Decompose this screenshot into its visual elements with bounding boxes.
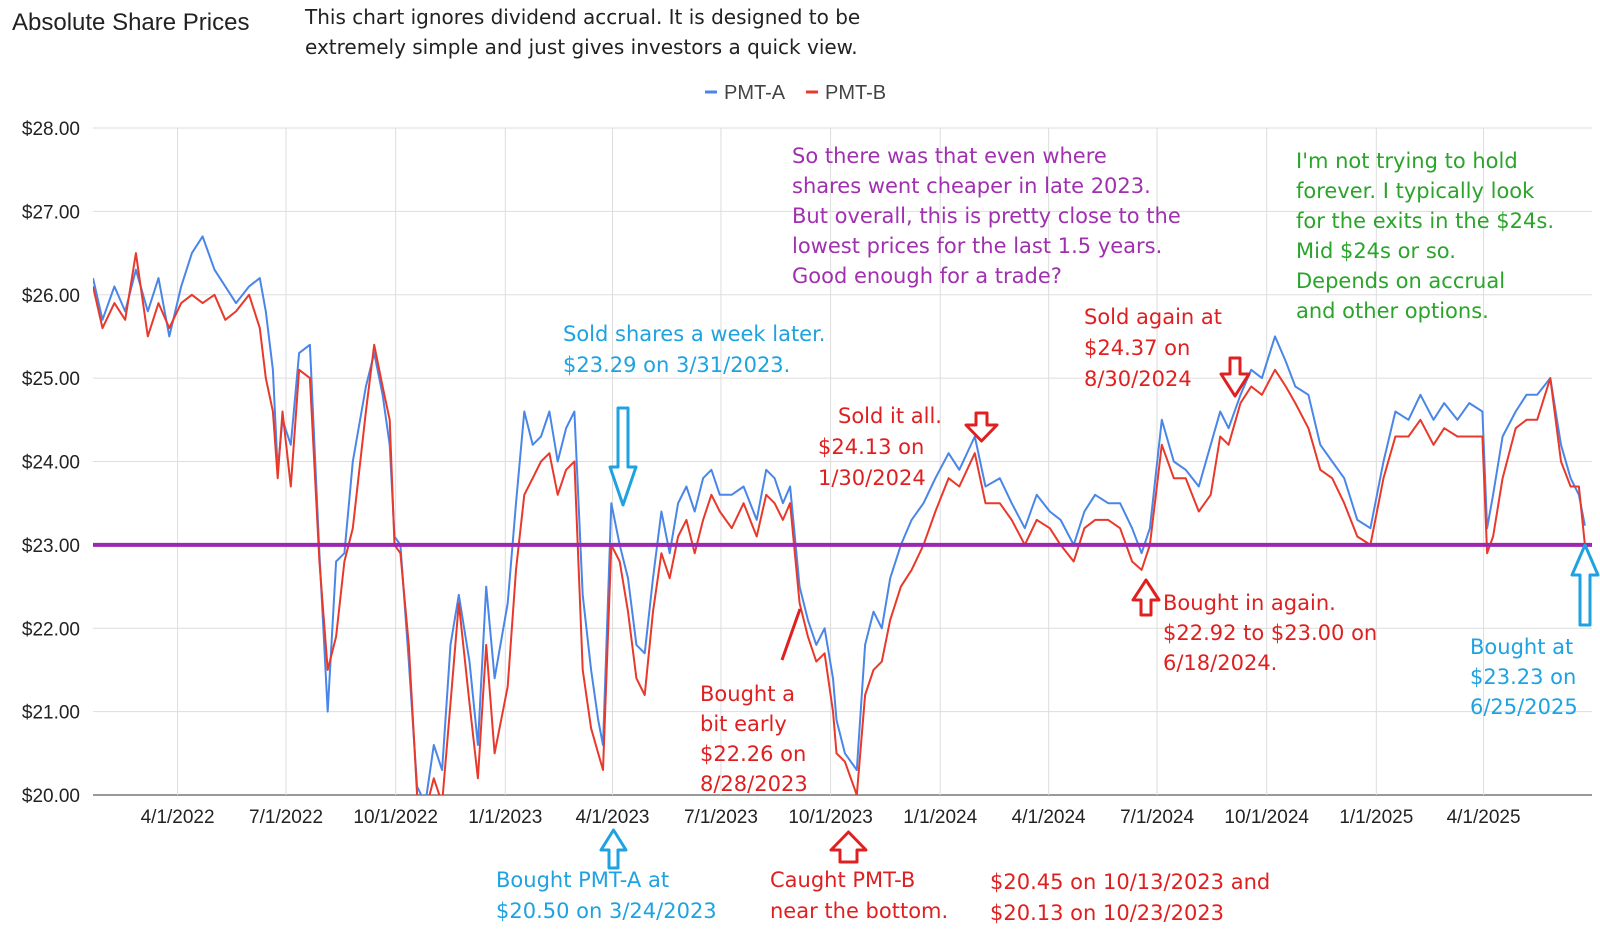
annotation-line: Depends on accrual — [1296, 269, 1505, 293]
annotation-line: Bought in again. — [1163, 591, 1336, 615]
annotation-line: 1/30/2024 — [818, 466, 926, 490]
annotation-line: 8/28/2023 — [700, 772, 808, 796]
x-tick-label: 10/1/2024 — [1224, 807, 1309, 828]
annotation-line: Sold it all. — [838, 404, 942, 428]
up-arrow-icon — [829, 830, 868, 864]
annotation-sold-again: Sold again at $24.37 on 8/30/2024 — [1084, 305, 1222, 391]
annotation-line: $23.23 on — [1470, 665, 1576, 689]
annotation-line: $22.26 on — [700, 742, 806, 766]
x-tick-label: 7/1/2024 — [1120, 807, 1194, 828]
annotation-bought-at-end: Bought at $23.23 on 6/25/2025 — [1470, 635, 1578, 719]
series-line-pmt-a — [93, 235, 1586, 795]
legend-label-pmt-a: PMT-A — [724, 82, 786, 104]
annotation-arrows — [599, 356, 1600, 870]
chart-title: Absolute Share Prices — [12, 9, 249, 36]
down-arrow-icon — [964, 411, 999, 443]
annotation-bought-in-again: Bought in again. $22.92 to $23.00 on 6/1… — [1163, 591, 1377, 675]
annotation-line: $20.50 on 3/24/2023 — [496, 899, 717, 923]
series-lines — [93, 235, 1586, 795]
annotation-line: $24.37 on — [1084, 336, 1190, 360]
legend: PMT-A PMT-B — [705, 82, 886, 104]
series-line-pmt-b — [93, 252, 1586, 795]
y-tick-label: $26.00 — [22, 286, 80, 307]
x-tick-label: 4/1/2022 — [141, 807, 215, 828]
y-tick-label: $23.00 — [22, 536, 80, 557]
annotation-green-note: I'm not trying to hold forever. I typica… — [1296, 149, 1554, 323]
annotation-line: $22.92 to $23.00 on — [1163, 621, 1377, 645]
annotation-pmt-b-prices: $20.45 on 10/13/2023 and $20.13 on 10/23… — [990, 870, 1270, 925]
up-arrow-icon — [1570, 543, 1600, 627]
annotation-line: 6/25/2025 — [1470, 695, 1578, 719]
annotation-purple-note: So there was that even where shares went… — [792, 144, 1181, 288]
annotation-line: near the bottom. — [770, 899, 948, 923]
y-tick-label: $25.00 — [22, 369, 80, 390]
annotation-line: Bought a — [700, 682, 795, 706]
annotation-sold-week-later: Sold shares a week later. $23.29 on 3/31… — [563, 322, 825, 377]
chart-subtitle-line-2: extremely simple and just gives investor… — [305, 35, 858, 59]
x-tick-label: 1/1/2025 — [1339, 807, 1413, 828]
annotation-line: forever. I typically look — [1296, 179, 1535, 203]
annotation-line: Mid $24s or so. — [1296, 239, 1456, 263]
x-tick-label: 10/1/2023 — [788, 807, 873, 828]
annotation-line: $20.45 on 10/13/2023 and — [990, 870, 1270, 894]
annotation-line: shares went cheaper in late 2023. — [792, 174, 1151, 198]
annotation-line: Bought at — [1470, 635, 1573, 659]
annotation-line: lowest prices for the last 1.5 years. — [792, 234, 1162, 258]
slash-mark — [780, 608, 802, 661]
x-tick-label: 7/1/2023 — [684, 807, 758, 828]
annotation-line: So there was that even where — [792, 144, 1107, 168]
grid — [93, 127, 1592, 796]
y-tick-label: $27.00 — [22, 202, 80, 223]
x-tick-label: 1/1/2023 — [468, 807, 542, 828]
annotation-line: and other options. — [1296, 299, 1489, 323]
annotation-line: 8/30/2024 — [1084, 367, 1192, 391]
annotation-caught-pmt-b: Caught PMT-B near the bottom. — [770, 868, 948, 923]
y-tick-label: $28.00 — [22, 119, 80, 140]
x-tick-label: 4/1/2025 — [1447, 807, 1521, 828]
x-tick-label: 4/1/2024 — [1012, 807, 1086, 828]
annotation-line: Bought PMT-A at — [496, 868, 669, 892]
y-tick-label: $22.00 — [22, 619, 80, 640]
annotation-line: Caught PMT-B — [770, 868, 915, 892]
axis-labels: $20.00 $21.00 $22.00 $23.00 $24.00 $25.00 $26.… — [22, 119, 1521, 828]
annotation-bought-pmt-a: Bought PMT-A at $20.50 on 3/24/2023 — [496, 868, 717, 923]
chart-subtitle-line-1: This chart ignores dividend accrual. It … — [304, 5, 860, 29]
annotation-line: $20.13 on 10/23/2023 — [990, 901, 1224, 925]
down-arrow-icon — [1219, 356, 1251, 398]
down-arrow-icon — [608, 406, 638, 507]
annotation-line: Sold again at — [1084, 305, 1222, 329]
annotation-line: But overall, this is pretty close to the — [792, 204, 1181, 228]
x-tick-label: 1/1/2024 — [903, 807, 977, 828]
legend-label-pmt-b: PMT-B — [825, 82, 886, 104]
annotation-line: Sold shares a week later. — [563, 322, 825, 346]
x-tick-label: 4/1/2023 — [576, 807, 650, 828]
annotation-line: Good enough for a trade? — [792, 264, 1062, 288]
up-arrow-icon — [1131, 578, 1161, 617]
annotation-line: $24.13 on — [818, 435, 924, 459]
x-tick-label: 10/1/2022 — [353, 807, 438, 828]
annotation-line: bit early — [700, 712, 787, 736]
annotation-line: 6/18/2024. — [1163, 651, 1277, 675]
y-tick-label: $24.00 — [22, 453, 80, 474]
y-tick-label: $21.00 — [22, 703, 80, 724]
x-tick-label: 7/1/2022 — [249, 807, 323, 828]
y-tick-label: $20.00 — [22, 786, 80, 807]
annotation-line: for the exits in the $24s. — [1296, 209, 1554, 233]
annotation-line: I'm not trying to hold — [1296, 149, 1518, 173]
annotation-sold-it-all: Sold it all. $24.13 on 1/30/2024 — [818, 404, 942, 490]
up-arrow-icon — [599, 828, 628, 870]
annotation-line: $23.29 on 3/31/2023. — [563, 353, 790, 377]
annotation-bought-early: Bought a bit early $22.26 on 8/28/2023 — [700, 682, 808, 796]
